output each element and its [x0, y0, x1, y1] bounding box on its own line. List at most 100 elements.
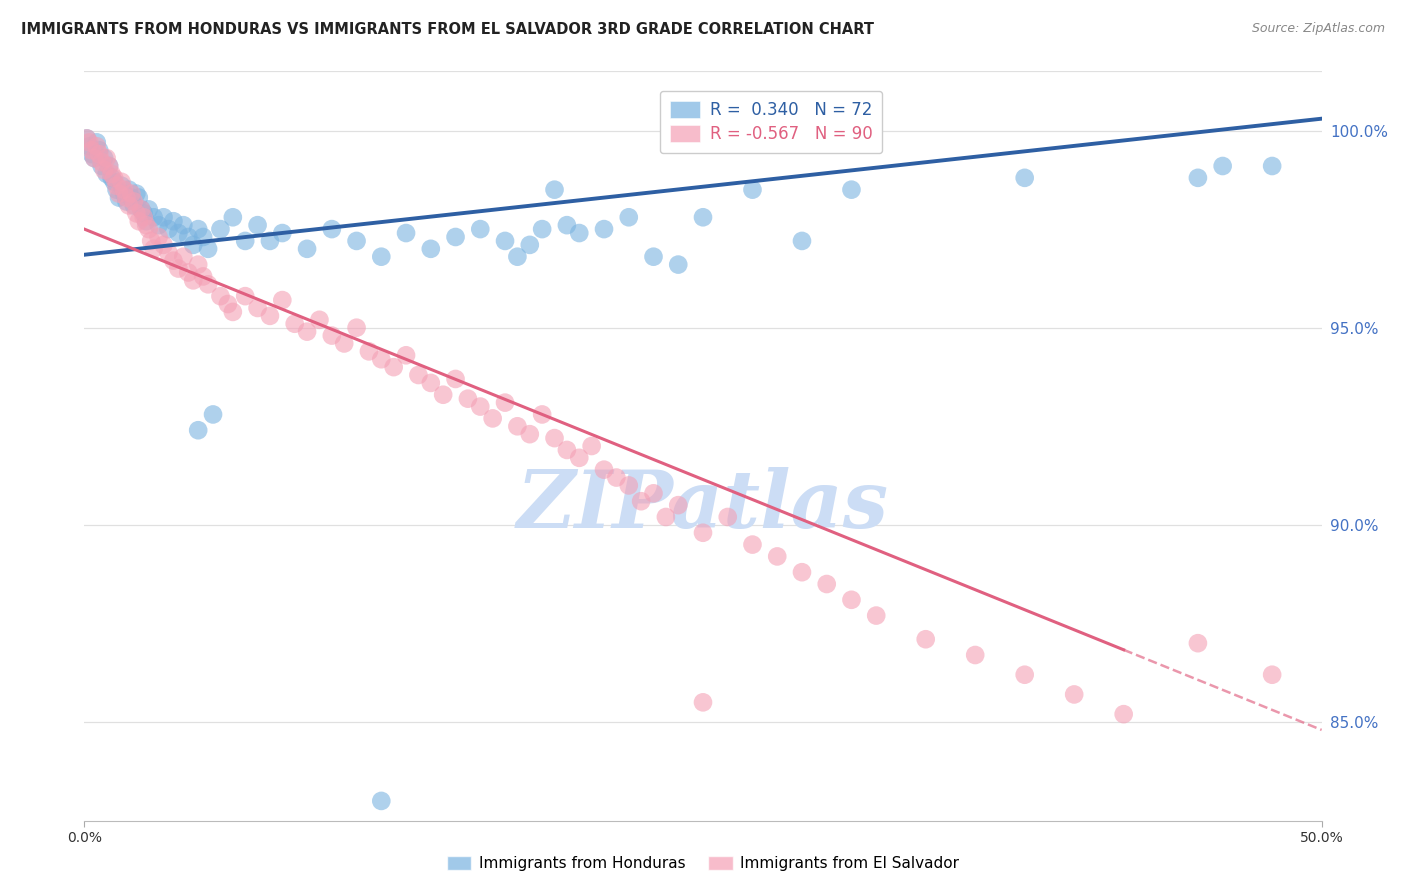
- Point: [790, 234, 813, 248]
- Point: [1187, 636, 1209, 650]
- Point: [125, 206, 148, 220]
- Point: [142, 242, 165, 256]
- Point: [457, 392, 479, 406]
- Point: [191, 269, 214, 284]
- Point: [581, 439, 603, 453]
- Point: [108, 186, 131, 201]
- Point: [191, 230, 214, 244]
- Point: [90, 159, 112, 173]
- Point: [321, 328, 343, 343]
- Point: [494, 234, 516, 248]
- Point: [419, 242, 441, 256]
- Point: [132, 206, 155, 220]
- Point: [93, 151, 115, 165]
- Point: [346, 234, 368, 248]
- Point: [98, 159, 121, 173]
- Point: [162, 214, 184, 228]
- Point: [419, 376, 441, 390]
- Point: [531, 222, 554, 236]
- Point: [187, 258, 209, 272]
- Point: [105, 183, 128, 197]
- Point: [138, 222, 160, 236]
- Point: [142, 211, 165, 225]
- Point: [187, 423, 209, 437]
- Point: [692, 211, 714, 225]
- Point: [110, 175, 132, 189]
- Point: [643, 486, 665, 500]
- Point: [321, 222, 343, 236]
- Point: [914, 632, 936, 647]
- Point: [233, 234, 256, 248]
- Point: [115, 190, 138, 204]
- Point: [222, 211, 245, 225]
- Point: [246, 301, 269, 315]
- Point: [666, 258, 689, 272]
- Point: [1014, 667, 1036, 681]
- Point: [655, 510, 678, 524]
- Point: [93, 163, 115, 178]
- Point: [148, 218, 170, 232]
- Point: [271, 226, 294, 240]
- Point: [295, 242, 318, 256]
- Point: [568, 450, 591, 465]
- Point: [555, 442, 578, 457]
- Point: [152, 211, 174, 225]
- Point: [717, 510, 740, 524]
- Point: [83, 151, 105, 165]
- Point: [115, 194, 138, 209]
- Point: [167, 226, 190, 240]
- Point: [1187, 170, 1209, 185]
- Point: [965, 648, 987, 662]
- Point: [110, 178, 132, 193]
- Point: [138, 202, 160, 217]
- Point: [112, 183, 135, 197]
- Point: [481, 411, 503, 425]
- Point: [129, 202, 152, 217]
- Point: [162, 253, 184, 268]
- Point: [209, 289, 232, 303]
- Legend: Immigrants from Honduras, Immigrants from El Salvador: Immigrants from Honduras, Immigrants fro…: [440, 850, 966, 877]
- Point: [1261, 667, 1284, 681]
- Text: IMMIGRANTS FROM HONDURAS VS IMMIGRANTS FROM EL SALVADOR 3RD GRADE CORRELATION CH: IMMIGRANTS FROM HONDURAS VS IMMIGRANTS F…: [21, 22, 875, 37]
- Point: [370, 352, 392, 367]
- Point: [555, 218, 578, 232]
- Point: [129, 202, 152, 217]
- Point: [79, 136, 101, 150]
- Point: [593, 463, 616, 477]
- Point: [259, 309, 281, 323]
- Point: [112, 186, 135, 201]
- Point: [692, 695, 714, 709]
- Point: [83, 151, 105, 165]
- Point: [666, 498, 689, 512]
- Point: [157, 245, 180, 260]
- Point: [865, 608, 887, 623]
- Point: [76, 131, 98, 145]
- Point: [605, 470, 627, 484]
- Point: [167, 261, 190, 276]
- Point: [617, 211, 640, 225]
- Point: [152, 238, 174, 252]
- Point: [395, 348, 418, 362]
- Point: [172, 218, 194, 232]
- Point: [1261, 159, 1284, 173]
- Point: [271, 293, 294, 307]
- Point: [96, 167, 118, 181]
- Point: [86, 136, 108, 150]
- Point: [96, 151, 118, 165]
- Legend: R =  0.340   N = 72, R = -0.567   N = 90: R = 0.340 N = 72, R = -0.567 N = 90: [659, 91, 883, 153]
- Point: [506, 250, 529, 264]
- Point: [105, 178, 128, 193]
- Point: [815, 577, 838, 591]
- Point: [108, 190, 131, 204]
- Point: [135, 214, 157, 228]
- Point: [181, 273, 204, 287]
- Point: [86, 139, 108, 153]
- Point: [593, 222, 616, 236]
- Point: [630, 494, 652, 508]
- Point: [202, 408, 225, 422]
- Point: [370, 250, 392, 264]
- Point: [519, 238, 541, 252]
- Point: [246, 218, 269, 232]
- Point: [357, 344, 380, 359]
- Point: [128, 190, 150, 204]
